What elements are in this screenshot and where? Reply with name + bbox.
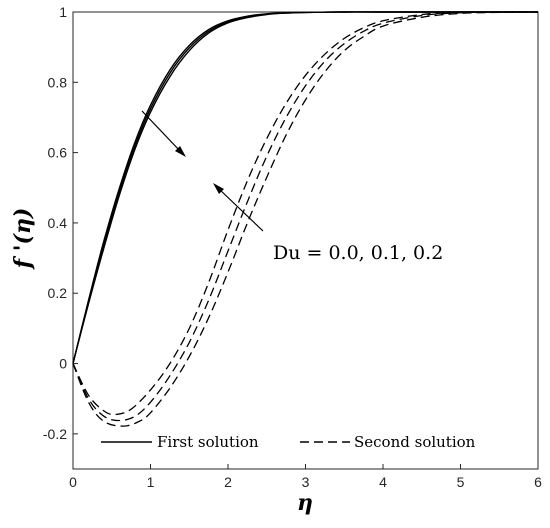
x-tick-label: 3 [302, 474, 310, 490]
x-tick-label: 2 [224, 474, 232, 490]
x-tick-label: 0 [69, 474, 77, 490]
x-tick-label: 4 [379, 474, 387, 490]
legend: First solution Second solution [101, 433, 476, 451]
legend-label-second: Second solution [354, 433, 476, 451]
y-tick-label: 1 [59, 4, 67, 20]
y-axis-label: f '(η) [10, 208, 36, 271]
x-tick-label: 1 [147, 474, 155, 490]
first-solution-line-2 [72, 11, 538, 364]
arrowhead-second-solution [213, 183, 224, 194]
second-solution-line-3 [72, 11, 539, 416]
y-tick-label: 0 [59, 356, 67, 372]
x-axis-label: η [297, 490, 313, 516]
y-tick-label: 0.8 [48, 74, 68, 90]
second-solution-line-5 [72, 11, 539, 427]
plot-frame [72, 11, 539, 470]
first-solution-line-1 [72, 11, 538, 364]
plot-area: 0 1 2 3 4 5 6 -0.2 0 0.2 0.4 0.6 0.8 1 [43, 4, 542, 490]
y-tick-label: 0.6 [48, 145, 68, 161]
y-tick-label: -0.2 [43, 426, 67, 442]
x-tick-label: 6 [534, 474, 542, 490]
x-tick-label: 5 [457, 474, 465, 490]
second-solution-line-4 [72, 11, 539, 422]
du-annotation: Du = 0.0, 0.1, 0.2 [273, 242, 443, 264]
arrowhead-first-solution [175, 146, 186, 157]
tick-layer: 0 1 2 3 4 5 6 -0.2 0 0.2 0.4 0.6 0.8 1 [43, 4, 542, 490]
legend-label-first: First solution [157, 433, 259, 451]
annotation-arrows [141, 110, 264, 232]
y-tick-label: 0.2 [48, 285, 68, 301]
series-layer [72, 11, 539, 427]
arrow-first-solution [141, 110, 182, 153]
y-tick-label: 0.4 [48, 215, 68, 231]
first-solution-line-0 [72, 11, 538, 364]
arrow-second-solution [217, 187, 264, 232]
